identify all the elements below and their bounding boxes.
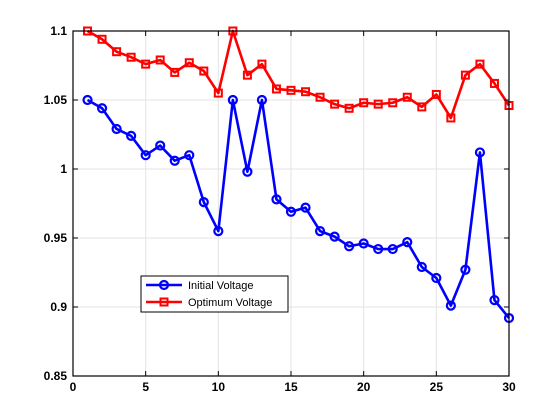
data-point-initial [271,194,282,205]
data-point-initial [431,272,442,284]
data-point-optimum [141,59,151,69]
data-point-initial [358,238,369,249]
data-point-initial [329,231,340,242]
x-tick-label: 20 [357,380,371,394]
data-point-initial [344,241,355,252]
y-tick-label: 1.05 [44,93,68,107]
data-point-initial [489,295,500,306]
data-point-optimum [97,34,107,44]
data-point-initial [474,147,486,158]
data-point-initial [126,130,137,141]
data-point-initial [416,261,427,273]
data-point-optimum [271,84,281,94]
data-point-optimum [126,52,136,62]
data-point-optimum [344,103,354,113]
data-point-initial [140,150,151,161]
data-point-optimum [489,78,499,88]
data-point-optimum [460,70,470,80]
legend-entry-initial: Initial Voltage [146,279,253,292]
data-point-optimum [402,92,412,102]
data-point-initial [373,243,384,255]
y-tick-label: 0.9 [50,300,67,314]
data-point-optimum [446,113,456,123]
legend-entry-optimum: Optimum Voltage [146,297,272,309]
y-tick-label: 0.95 [44,231,68,245]
data-point-initial [227,94,238,106]
data-point-initial [82,94,93,106]
data-point-optimum [213,88,223,98]
data-point-initial [256,94,268,106]
data-point-optimum [301,87,311,97]
data-point-initial [387,243,398,255]
data-point-initial [213,226,224,237]
y-tick-label: 1 [60,162,67,176]
x-tick-label: 5 [142,380,149,394]
data-point-initial [445,300,456,311]
axis-ticks: 0 5 10 15 20 25 30 0.85 0.9 0.95 1 1.05 1.1 [44,24,516,394]
data-point-initial [460,264,471,275]
legend-marker-initial [158,279,170,291]
x-tick-label: 25 [430,380,444,394]
data-point-initial [169,155,180,166]
data-point-optimum [373,99,383,109]
data-point-initial [300,202,311,213]
data-point-initial [184,150,195,161]
legend-marker-optimum [159,297,169,307]
data-point-optimum [199,66,209,76]
data-point-optimum [417,102,427,112]
data-point-initial [96,103,108,114]
series-line-initial [86,98,511,319]
data-point-optimum [359,98,369,108]
y-tick-label: 1.1 [50,24,67,38]
legend-label-initial: Initial Voltage [188,280,253,292]
data-point-optimum [242,70,252,80]
legend: Initial Voltage Optimum Voltage [140,275,289,313]
data-point-initial [155,140,166,151]
data-point-optimum [475,59,485,69]
x-tick-label: 30 [502,380,516,394]
data-point-optimum [388,98,398,108]
data-point-initial [314,226,326,237]
data-point-initial [285,206,297,217]
data-point-initial [402,237,413,248]
y-tick-label: 0.85 [44,369,68,383]
x-tick-label: 10 [212,380,226,394]
data-point-optimum [286,85,296,95]
data-point-optimum [315,92,325,102]
series-group [82,26,515,324]
data-point-optimum [431,89,441,99]
data-point-initial [111,123,122,135]
data-point-optimum [257,59,267,69]
legend-label-optimum: Optimum Voltage [188,297,272,309]
x-tick-label: 0 [70,380,77,394]
x-tick-label: 15 [284,380,298,394]
data-point-initial [198,197,209,208]
data-point-optimum [330,99,340,109]
data-point-optimum [155,55,165,65]
data-point-optimum [184,58,194,68]
data-point-optimum [170,67,180,77]
data-point-initial [242,166,253,177]
data-point-optimum [112,47,122,57]
